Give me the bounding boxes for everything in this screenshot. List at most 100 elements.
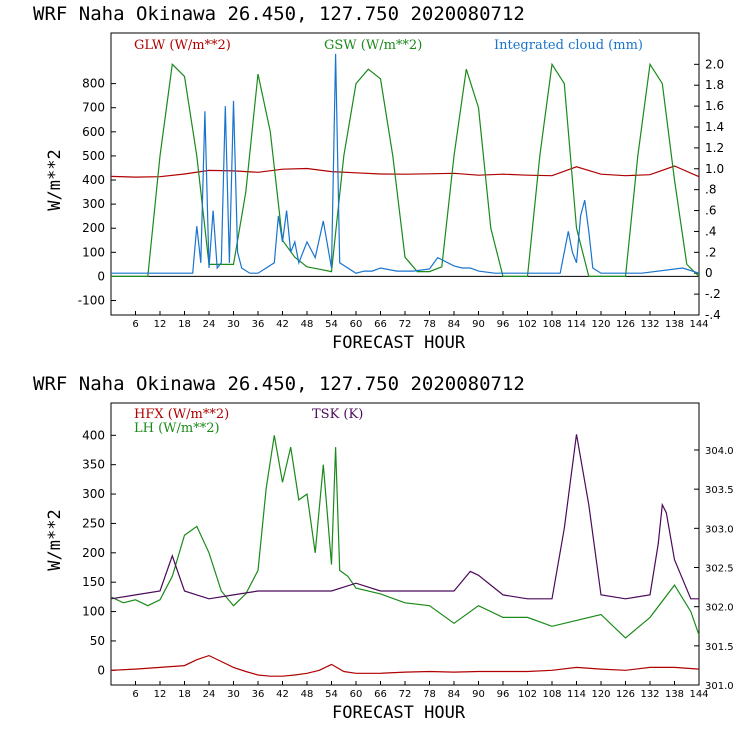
y2-tick-label: 0 bbox=[705, 266, 713, 280]
series-line-integrated bbox=[111, 53, 700, 274]
x-tick-label: 138 bbox=[665, 689, 684, 700]
y-tick-label: 600 bbox=[82, 125, 105, 139]
y2-tick-label: 1.6 bbox=[705, 99, 724, 113]
top-y-axis-label: W/m**2 bbox=[45, 149, 65, 210]
y2-tick-label: .4 bbox=[705, 224, 716, 238]
x-tick-label: 54 bbox=[325, 319, 338, 330]
y-tick-label: 300 bbox=[82, 197, 105, 211]
y2-tick-label: -.2 bbox=[705, 287, 721, 301]
y-tick-label: 0 bbox=[97, 663, 105, 677]
x-tick-label: 120 bbox=[591, 319, 610, 330]
y2-tick-label: 1.8 bbox=[705, 78, 724, 92]
y2-tick-label: 303.0 bbox=[705, 524, 734, 535]
top-legend-gsw: GSW (W/m**2) bbox=[324, 38, 422, 53]
y-tick-label: 100 bbox=[82, 605, 105, 619]
x-tick-label: 36 bbox=[252, 689, 265, 700]
y-tick-label: 700 bbox=[82, 101, 105, 115]
x-tick-label: 96 bbox=[497, 689, 510, 700]
series-line-gsw bbox=[111, 62, 700, 277]
y2-tick-label: 301.0 bbox=[705, 681, 734, 692]
bottom-legend-lh: LH (W/m**2) bbox=[134, 421, 220, 436]
x-tick-label: 48 bbox=[301, 689, 314, 700]
top-series-group bbox=[110, 53, 700, 277]
y-tick-label: 200 bbox=[82, 546, 105, 560]
bottom-x-tick-labels: 6 12 18 24 30 36 42 48 54 60 66 72 78 84 90 96 102 108 114… bbox=[132, 681, 709, 700]
x-tick-label: 24 bbox=[203, 319, 216, 330]
x-tick-label: 72 bbox=[399, 319, 412, 330]
x-tick-label: 30 bbox=[227, 319, 240, 330]
x-tick-label: 12 bbox=[154, 689, 167, 700]
y2-tick-label: 302.5 bbox=[705, 564, 734, 575]
y-tick-label: 400 bbox=[82, 173, 105, 187]
x-tick-label: 114 bbox=[567, 319, 586, 330]
y-tick-label: 800 bbox=[82, 77, 105, 91]
x-tick-label: 102 bbox=[518, 689, 537, 700]
y-tick-label: 0 bbox=[97, 269, 105, 283]
x-tick-label: 48 bbox=[301, 319, 314, 330]
bottom-x-axis-label: FORECAST HOUR bbox=[332, 703, 466, 723]
y2-tick-label: 2.0 bbox=[705, 57, 724, 71]
x-tick-label: 138 bbox=[665, 319, 684, 330]
y-tick-label: 500 bbox=[82, 149, 105, 163]
x-tick-label: 6 bbox=[132, 319, 138, 330]
x-tick-label: 54 bbox=[325, 689, 338, 700]
x-tick-label: 126 bbox=[616, 319, 635, 330]
y-tick-label: 150 bbox=[82, 575, 105, 589]
bottom-chart-title: WRF Naha Okinawa 26.450, 127.750 2020080… bbox=[33, 373, 525, 395]
x-tick-label: 84 bbox=[448, 689, 461, 700]
x-tick-label: 6 bbox=[132, 689, 138, 700]
x-tick-label: 78 bbox=[423, 319, 436, 330]
series-line-glw bbox=[110, 165, 700, 178]
top-y-tick-labels: 800 700 600 500 400 300 200 100 0 -100 bbox=[78, 77, 116, 308]
y-tick-label: 100 bbox=[82, 245, 105, 259]
x-tick-label: 90 bbox=[472, 319, 485, 330]
y2-tick-label: 1.4 bbox=[705, 120, 724, 134]
y2-tick-label: .8 bbox=[705, 183, 716, 197]
y-tick-label: 400 bbox=[82, 428, 105, 442]
bottom-legend-hfx: HFX (W/m**2) bbox=[134, 407, 229, 422]
bottom-series-group bbox=[110, 434, 700, 677]
bottom-legend-tsk: TSK (K) bbox=[312, 407, 363, 422]
series-line-lh bbox=[110, 435, 700, 639]
series-line-hfx bbox=[110, 654, 700, 677]
y-tick-label: -100 bbox=[78, 294, 105, 308]
y2-tick-label: .6 bbox=[705, 204, 716, 218]
y-tick-label: 200 bbox=[82, 221, 105, 235]
y2-tick-label: 1.2 bbox=[705, 141, 724, 155]
bottom-plot-frame bbox=[110, 402, 700, 686]
y2-tick-label: .2 bbox=[705, 245, 716, 259]
x-tick-label: 60 bbox=[350, 319, 363, 330]
y-tick-label: 50 bbox=[90, 634, 105, 648]
x-tick-label: 108 bbox=[542, 319, 561, 330]
x-tick-label: 36 bbox=[252, 319, 265, 330]
x-tick-label: 42 bbox=[276, 689, 289, 700]
x-tick-label: 144 bbox=[689, 319, 708, 330]
y2-tick-label: -.4 bbox=[705, 308, 721, 322]
y-tick-label: 350 bbox=[82, 458, 105, 472]
series-line-tsk bbox=[110, 434, 699, 600]
bottom-y-axis-label: W/m**2 bbox=[45, 509, 65, 570]
x-tick-label: 102 bbox=[518, 319, 537, 330]
bottom-y2-tick-labels: 304.0 303.5 303.0 302.5 302.0 301.5 301.0 bbox=[694, 446, 734, 692]
x-tick-label: 120 bbox=[591, 689, 610, 700]
x-tick-label: 66 bbox=[374, 689, 387, 700]
x-tick-label: 12 bbox=[154, 319, 167, 330]
y-tick-label: 250 bbox=[82, 516, 105, 530]
x-tick-label: 114 bbox=[567, 689, 586, 700]
y2-tick-label: 303.5 bbox=[705, 485, 734, 496]
y-tick-label: 300 bbox=[82, 487, 105, 501]
x-tick-label: 72 bbox=[399, 689, 412, 700]
y2-tick-label: 304.0 bbox=[705, 446, 734, 457]
x-tick-label: 84 bbox=[448, 319, 461, 330]
x-tick-label: 42 bbox=[276, 319, 289, 330]
y2-tick-label: 302.0 bbox=[705, 603, 734, 614]
x-tick-label: 18 bbox=[178, 689, 191, 700]
x-tick-label: 18 bbox=[178, 319, 191, 330]
x-tick-label: 132 bbox=[640, 319, 659, 330]
x-tick-label: 108 bbox=[542, 689, 561, 700]
top-legend-glw: GLW (W/m**2) bbox=[134, 38, 231, 53]
top-legend-cloud: Integrated cloud (mm) bbox=[494, 38, 643, 53]
x-tick-label: 132 bbox=[640, 689, 659, 700]
